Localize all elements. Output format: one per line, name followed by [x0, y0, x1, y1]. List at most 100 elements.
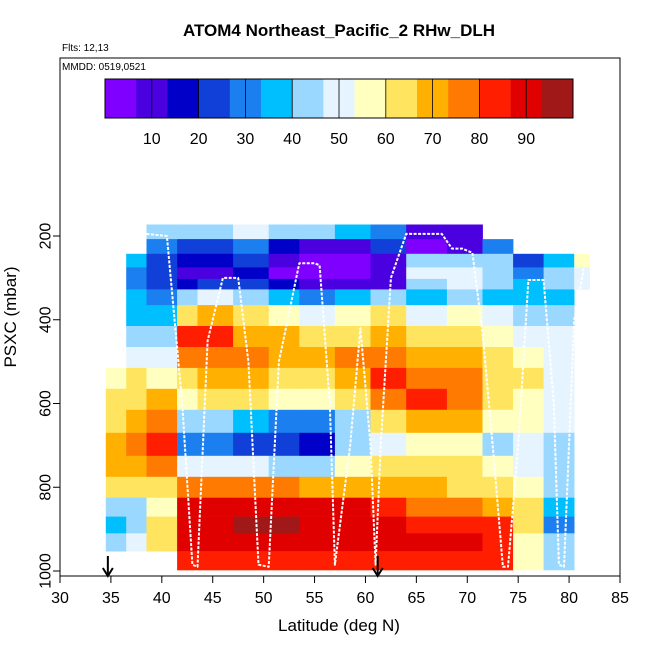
y-tick-label: 1000	[38, 553, 55, 589]
x-tick-label: 30	[51, 590, 69, 607]
heatmap-cell	[126, 278, 147, 290]
heatmap-cell	[299, 278, 336, 290]
heatmap-cell	[105, 409, 127, 434]
heatmap-cell	[233, 239, 270, 255]
heatmap-cell	[406, 289, 448, 306]
heatmap-cell	[370, 476, 407, 499]
heatmap-cell	[543, 253, 575, 268]
heatmap-cell	[334, 267, 371, 280]
colorbar-swatch	[167, 79, 199, 118]
heatmap-cell	[268, 551, 300, 571]
colorbar-tick-label: 80	[471, 131, 489, 148]
heatmap-cell	[406, 305, 448, 327]
heatmap-cell	[543, 516, 575, 534]
heatmap-cell	[177, 278, 198, 290]
chart-title: ATOM4 Northeast_Pacific_2 RHw_DLH	[183, 21, 495, 40]
colorbar-swatch	[448, 79, 480, 118]
heatmap-cell	[197, 455, 234, 478]
heatmap-cell	[543, 305, 575, 327]
heatmap-cell	[482, 388, 514, 411]
heatmap-cell	[268, 432, 300, 457]
dates-annotation: MMDD: 0519,0521	[62, 62, 146, 73]
colorbar-tick-label: 90	[517, 131, 535, 148]
heatmap-cell	[268, 347, 300, 369]
heatmap-cell	[406, 476, 448, 499]
heatmap-cell	[334, 289, 371, 306]
heatmap-cell	[334, 455, 371, 478]
heatmap-cell	[146, 239, 178, 255]
heatmap-cell	[446, 278, 483, 290]
heatmap-cell	[513, 455, 544, 478]
heatmap-cell	[370, 533, 407, 552]
heatmap-cell	[446, 455, 483, 478]
heatmap-cell	[446, 388, 483, 411]
heatmap-cell	[513, 409, 544, 434]
heatmap-cell	[406, 326, 448, 348]
heatmap-cell	[197, 253, 234, 268]
heatmap-cell	[446, 551, 483, 571]
heatmap-cell	[126, 409, 147, 434]
heatmap-cell	[146, 476, 178, 499]
heatmap-cell	[482, 326, 514, 348]
heatmap-cell	[177, 551, 198, 571]
heatmap-cell	[406, 347, 448, 369]
heatmap-cell	[446, 289, 483, 306]
heatmap-cell	[197, 476, 234, 499]
heatmap-cell	[197, 347, 234, 369]
heatmap-cell	[146, 455, 178, 478]
heatmap-cell	[513, 253, 544, 268]
x-tick-label: 50	[255, 590, 273, 607]
heatmap-cell	[177, 267, 198, 280]
x-tick-label: 80	[560, 590, 578, 607]
heatmap-cell	[334, 326, 371, 348]
heatmap-cell	[543, 476, 575, 499]
heatmap-cell	[299, 455, 336, 478]
heatmap-cell	[177, 432, 198, 457]
heatmap-cell	[482, 347, 514, 369]
colorbar-swatch	[261, 79, 293, 118]
heatmap-cell	[268, 476, 300, 499]
heatmap-cell	[126, 253, 147, 268]
heatmap-cell	[299, 239, 336, 255]
heatmap-cell	[446, 367, 483, 390]
x-axis: 30 35 40 45 50 55 60 65 70 75 80 85	[51, 576, 629, 607]
heatmap-cell	[482, 476, 514, 499]
heatmap-cell	[268, 409, 300, 434]
heatmap-cell	[177, 253, 198, 268]
colorbar-tick-label: 70	[424, 131, 442, 148]
colorbar-swatch	[541, 79, 574, 118]
heatmap-cell	[105, 533, 127, 552]
heatmap-cell	[233, 289, 270, 306]
heatmap-cell	[105, 497, 127, 517]
heatmap-cell	[233, 516, 270, 534]
heatmap-cell	[177, 533, 198, 552]
heatmap-cell	[334, 497, 371, 517]
heatmap-cell	[406, 367, 448, 390]
heatmap-cell	[233, 476, 270, 499]
heatmap-cell	[268, 224, 300, 240]
heatmap-cell	[334, 239, 371, 255]
x-tick-label: 60	[357, 590, 375, 607]
x-tick-label: 75	[509, 590, 527, 607]
heatmap-cell	[446, 239, 483, 255]
flight-track-line	[146, 232, 586, 568]
heatmap-cell	[370, 367, 407, 390]
heatmap-cell	[126, 476, 147, 499]
heatmap-cell	[334, 432, 371, 457]
heatmap-cell	[370, 409, 407, 434]
heatmap-cell	[105, 476, 127, 499]
heatmap-cell	[126, 289, 147, 306]
colorbar	[104, 78, 574, 119]
heatmap-cell	[482, 432, 514, 457]
heatmap-cell	[177, 367, 198, 390]
heatmap-cell	[334, 305, 371, 327]
heatmap-cell	[406, 388, 448, 411]
heatmap-cell	[370, 326, 407, 348]
heatmap-cell	[482, 497, 514, 517]
heatmap-cell	[299, 326, 336, 348]
heatmap-cell	[268, 516, 300, 534]
heatmap-cell	[299, 476, 336, 499]
heatmap-cell	[299, 367, 336, 390]
heatmap-cell	[146, 347, 178, 369]
heatmap-cell	[482, 267, 514, 280]
